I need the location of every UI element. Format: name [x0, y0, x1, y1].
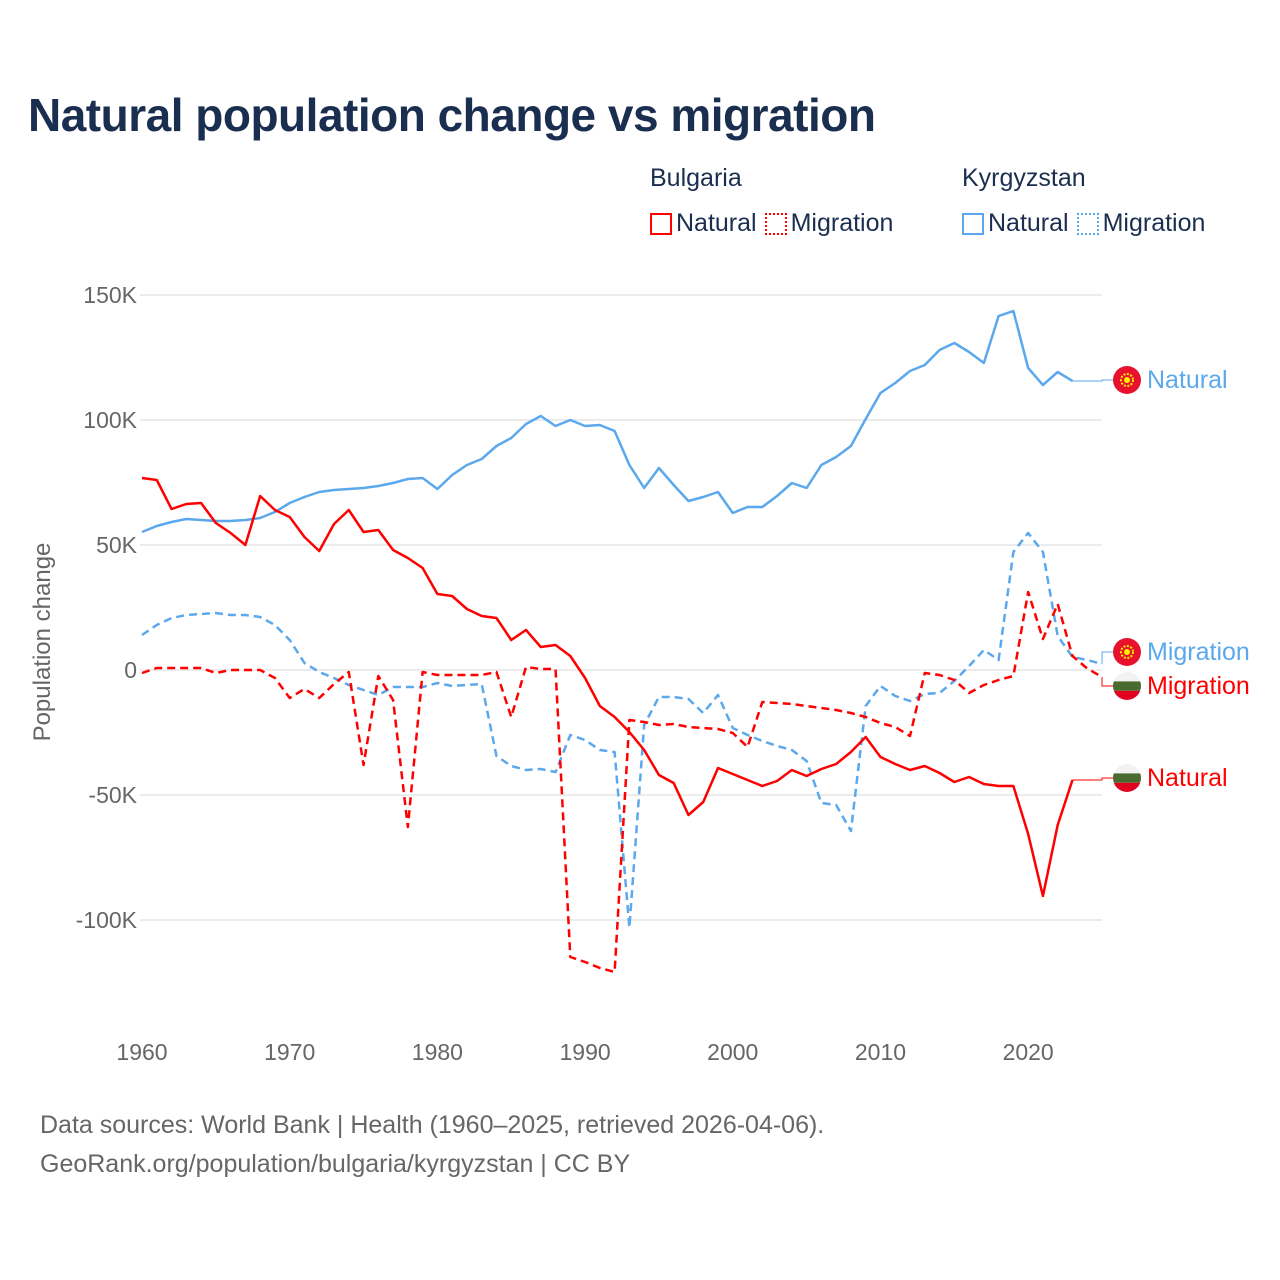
series-line-kyrgyzstan-migration [141, 531, 1103, 929]
x-tick-label: 2000 [707, 1039, 758, 1065]
legend-swatch-solid [962, 212, 984, 235]
label-connector [1072, 379, 1114, 382]
series-line-bulgaria-natural [141, 476, 1074, 898]
legend-label: Migration [1102, 209, 1206, 237]
flag-sun [1120, 373, 1134, 387]
legend-item-kyrgyzstan-natural[interactable]: Natural [962, 209, 1069, 238]
y-tick-label: 0 [124, 657, 137, 683]
flag-sun-center [1124, 649, 1130, 655]
chart-title: Natural population change vs migration [28, 89, 876, 141]
legend-item-kyrgyzstan-migration[interactable]: Migration [1076, 209, 1206, 238]
y-tick-label: 50K [96, 532, 138, 558]
legend-item-bulgaria-migration[interactable]: Migration [764, 209, 894, 238]
bulgaria-flag-icon [1113, 672, 1141, 700]
footer: Data sources: World Bank | Health (1960–… [40, 1106, 824, 1184]
x-tick-label: 2010 [855, 1039, 906, 1065]
x-tick-label: 1970 [264, 1039, 315, 1065]
label-connector [1072, 777, 1114, 781]
legend-label: Natural [988, 209, 1069, 237]
legend-label: Migration [790, 209, 894, 237]
series-end-label: Migration [1147, 638, 1250, 666]
flag-stripe-white [1113, 764, 1141, 774]
y-tick-label: -50K [88, 782, 137, 808]
flag-stripe-white [1113, 672, 1141, 682]
flag-stripe-red [1113, 782, 1141, 792]
x-tick-label: 2020 [1003, 1039, 1054, 1065]
label-connector [1101, 651, 1114, 664]
x-tick-label: 1960 [116, 1039, 167, 1065]
bulgaria-flag-icon [1113, 764, 1141, 792]
y-tick-label: 100K [83, 407, 137, 433]
flag-stripe-red [1113, 690, 1141, 700]
x-tick-label: 1980 [412, 1039, 463, 1065]
legend-swatch-solid [650, 212, 672, 235]
legend-item-bulgaria-natural[interactable]: Natural [650, 209, 757, 238]
legend-group-kyrgyzstan: Kyrgyzstan Natural Migration [962, 164, 1205, 238]
y-tick-label: -100K [76, 907, 138, 933]
series-line-kyrgyzstan-natural [141, 309, 1074, 534]
series-end-label: Migration [1147, 672, 1250, 700]
legend-swatch-dotted [1076, 212, 1099, 235]
legend-group-title: Bulgaria [650, 164, 742, 192]
flag-stripe-green [1113, 773, 1141, 783]
legend-label: Natural [676, 209, 757, 237]
label-connector [1101, 677, 1114, 687]
flag-stripe-green [1113, 681, 1141, 691]
y-axis-label: Population change [29, 543, 56, 742]
series-end-label: Natural [1147, 366, 1228, 394]
x-tick-label: 1990 [559, 1039, 610, 1065]
flag-sun-center [1124, 377, 1130, 383]
footer-source: Data sources: World Bank | Health (1960–… [40, 1111, 825, 1139]
kyrgyzstan-flag-icon [1113, 638, 1141, 666]
flag-sun [1120, 645, 1134, 659]
legend-group-title: Kyrgyzstan [962, 164, 1086, 192]
legend-swatch-dotted [764, 212, 787, 235]
series-end-label: Natural [1147, 764, 1228, 792]
legend-group-bulgaria: Bulgaria Natural Migration [650, 164, 893, 238]
footer-link[interactable]: GeoRank.org/population/bulgaria/kyrgyzst… [40, 1150, 631, 1178]
series-line-bulgaria-migration [141, 590, 1103, 974]
kyrgyzstan-flag-icon [1113, 366, 1141, 394]
y-tick-label: 150K [83, 282, 137, 308]
